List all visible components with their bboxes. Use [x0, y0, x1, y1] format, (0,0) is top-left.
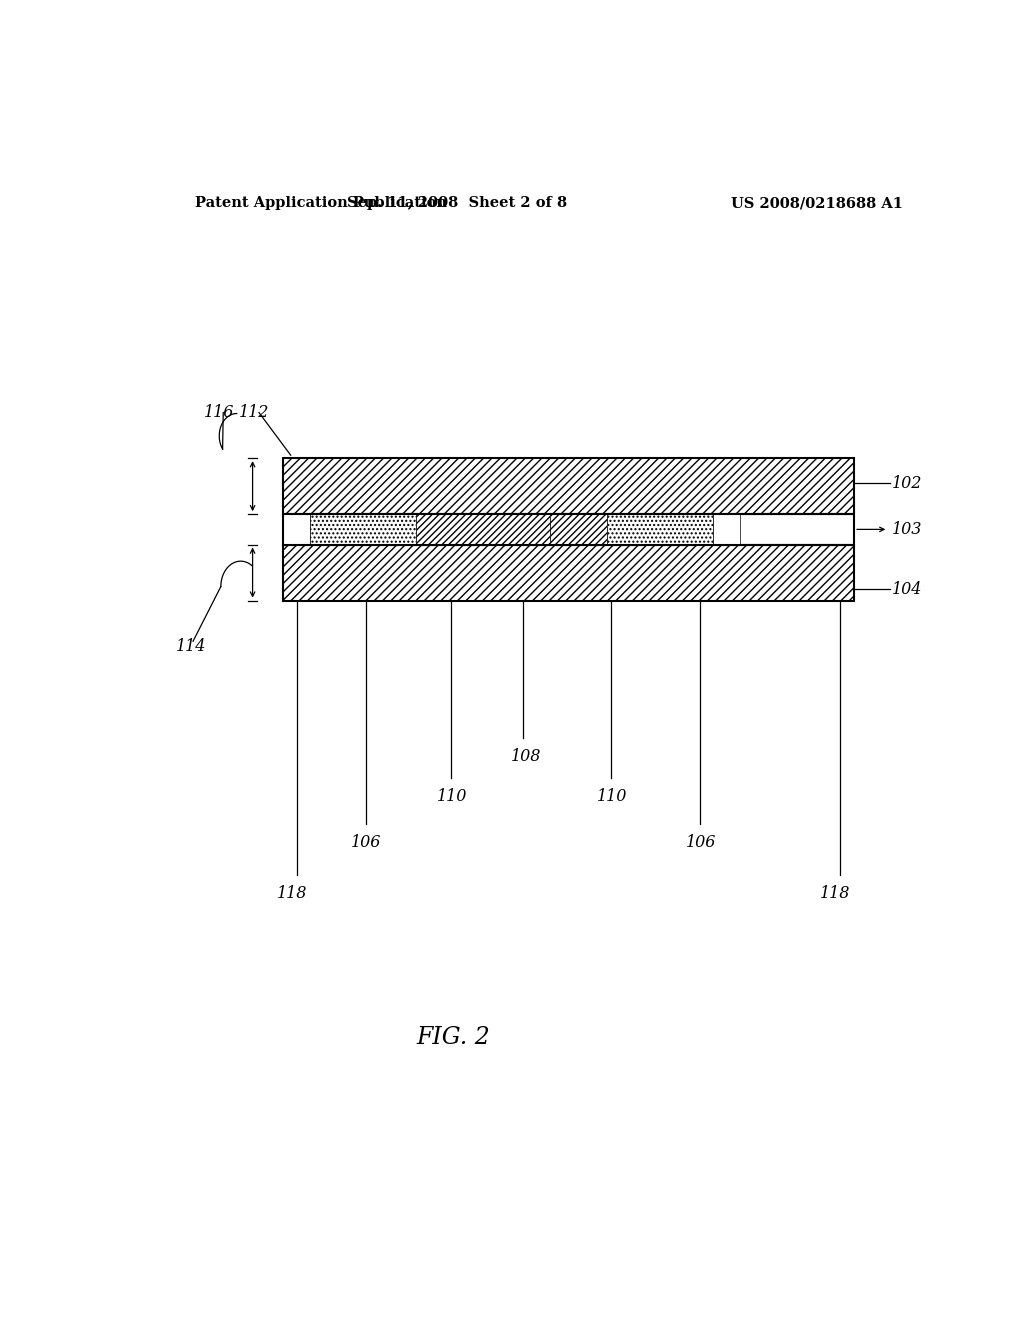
Bar — [713, 513, 740, 545]
Text: 104: 104 — [892, 581, 923, 598]
Text: 106: 106 — [686, 834, 716, 851]
Text: US 2008/0218688 A1: US 2008/0218688 A1 — [731, 197, 903, 210]
Bar — [283, 513, 310, 545]
Text: 114: 114 — [176, 638, 206, 655]
Text: 118: 118 — [820, 884, 850, 902]
Text: 102: 102 — [892, 475, 923, 492]
Bar — [310, 513, 416, 545]
Text: 112: 112 — [240, 404, 269, 421]
Bar — [550, 513, 607, 545]
Text: 108: 108 — [511, 747, 542, 764]
Text: 110: 110 — [597, 788, 628, 805]
Text: 103: 103 — [892, 521, 923, 537]
Bar — [283, 513, 854, 545]
Text: Sep. 11, 2008  Sheet 2 of 8: Sep. 11, 2008 Sheet 2 of 8 — [347, 197, 567, 210]
Text: FIG. 2: FIG. 2 — [417, 1026, 490, 1049]
Text: 106: 106 — [351, 834, 382, 851]
Bar — [416, 513, 550, 545]
Bar — [283, 458, 854, 515]
Text: 118: 118 — [278, 884, 307, 902]
Bar — [283, 545, 854, 601]
Bar — [607, 513, 713, 545]
Text: Patent Application Publication: Patent Application Publication — [196, 197, 447, 210]
Text: 116: 116 — [204, 404, 233, 421]
Text: 110: 110 — [437, 788, 467, 805]
